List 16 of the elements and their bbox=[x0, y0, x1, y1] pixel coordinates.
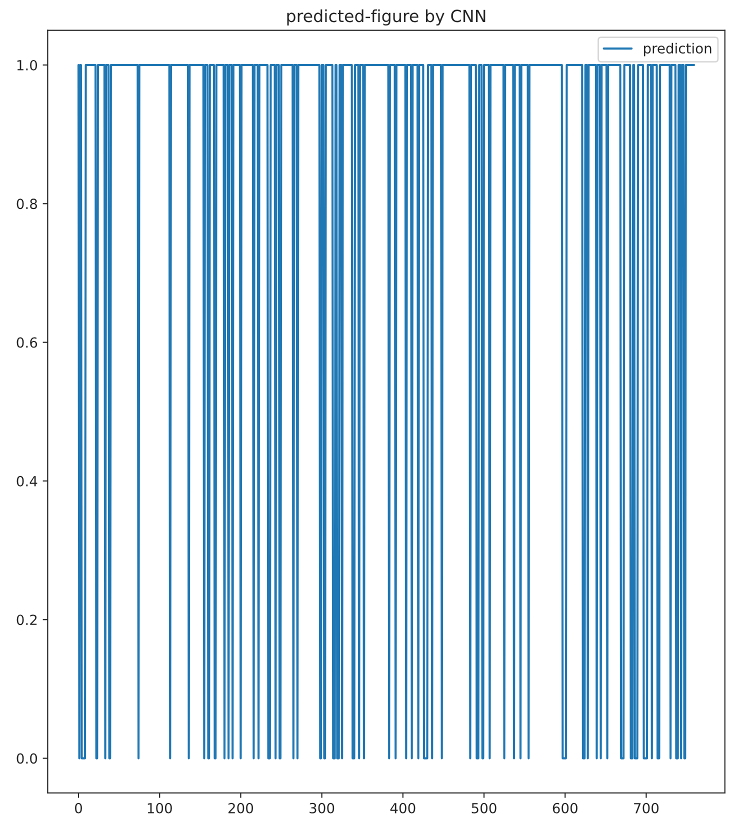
x-tick-label: 200 bbox=[228, 802, 254, 814]
chart-title: predicted-figure by CNN bbox=[287, 9, 486, 26]
x-tick-label: 700 bbox=[634, 802, 659, 814]
x-tick-label: 300 bbox=[310, 802, 334, 814]
x-tick-label: 400 bbox=[390, 802, 416, 814]
legend-label: prediction bbox=[644, 42, 712, 56]
y-tick-label: 0.0 bbox=[16, 753, 38, 764]
y-tick-label: 0.8 bbox=[16, 198, 38, 210]
y-tick-label: 1.0 bbox=[17, 60, 38, 70]
x-tick-label: 0 bbox=[74, 802, 82, 814]
y-tick-label: 0.2 bbox=[16, 614, 37, 626]
x-tick-label: 500 bbox=[472, 802, 496, 814]
x-tick-label: 600 bbox=[552, 802, 578, 814]
y-tick-label: 0.4 bbox=[16, 476, 38, 486]
y-tick-label: 0.6 bbox=[16, 337, 38, 348]
x-tick-label: 100 bbox=[148, 802, 172, 814]
